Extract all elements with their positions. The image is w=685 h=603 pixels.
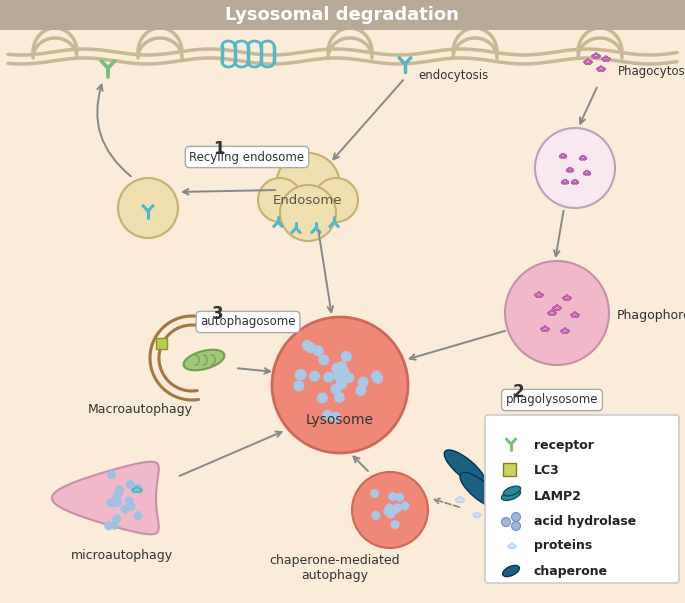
Ellipse shape [445,450,486,486]
Circle shape [343,372,354,383]
FancyBboxPatch shape [0,0,685,30]
Text: Phagocytosis: Phagocytosis [618,66,685,78]
Circle shape [336,361,347,372]
Circle shape [280,185,336,241]
Circle shape [296,369,307,380]
Circle shape [356,385,366,396]
Circle shape [338,365,349,376]
Text: proteins: proteins [534,540,593,552]
Circle shape [106,498,115,507]
Circle shape [134,511,142,520]
Circle shape [390,520,399,529]
Text: Lysosomal degradation: Lysosomal degradation [225,6,459,24]
FancyBboxPatch shape [485,415,679,583]
Circle shape [393,504,402,513]
Circle shape [535,128,615,208]
Text: LC3: LC3 [534,464,560,478]
Circle shape [258,178,302,222]
Circle shape [386,505,395,514]
Text: 2: 2 [512,383,524,401]
Circle shape [401,502,410,511]
Ellipse shape [503,566,519,576]
Circle shape [370,489,379,498]
FancyBboxPatch shape [503,463,516,476]
Circle shape [395,493,404,502]
Text: Recyling endosome: Recyling endosome [190,151,305,163]
Circle shape [386,510,395,519]
Ellipse shape [460,473,500,508]
Text: LAMP2: LAMP2 [534,490,582,502]
Circle shape [127,502,136,511]
Circle shape [104,521,113,530]
Circle shape [332,363,342,374]
Circle shape [352,472,428,548]
Ellipse shape [503,486,521,496]
Circle shape [371,370,382,382]
Ellipse shape [501,490,521,500]
Circle shape [372,373,383,384]
Circle shape [385,504,394,513]
Circle shape [323,371,334,383]
Circle shape [110,521,119,530]
Circle shape [334,392,345,403]
Circle shape [306,343,316,353]
Circle shape [112,491,121,500]
Circle shape [110,499,119,508]
Circle shape [295,370,306,380]
Text: Endosome: Endosome [273,194,342,206]
Text: receptor: receptor [534,440,594,452]
Circle shape [293,380,304,391]
Text: acid hydrolase: acid hydrolase [534,514,636,528]
Circle shape [340,351,352,362]
Text: chaperone: chaperone [534,564,608,578]
Text: phagolysosome: phagolysosome [506,394,598,406]
FancyBboxPatch shape [156,338,168,349]
Circle shape [334,371,345,383]
Circle shape [371,511,380,520]
Circle shape [314,178,358,222]
Circle shape [302,340,313,351]
Text: chaperone-mediated
autophagy: chaperone-mediated autophagy [270,554,400,582]
Circle shape [107,470,116,479]
Circle shape [512,513,521,522]
Text: Lysosome: Lysosome [306,413,374,427]
Circle shape [322,409,333,421]
Circle shape [113,498,122,507]
Circle shape [333,370,344,381]
Text: endocytosis: endocytosis [418,69,488,81]
Text: microautophagy: microautophagy [71,549,173,563]
Circle shape [309,371,320,382]
Ellipse shape [184,350,225,370]
Text: 1: 1 [213,140,225,158]
Circle shape [388,492,397,501]
Circle shape [272,317,408,453]
Circle shape [112,514,121,523]
Text: Phagophore: Phagophore [617,309,685,321]
Circle shape [512,522,521,531]
Circle shape [125,496,134,505]
Circle shape [330,412,341,423]
Circle shape [383,507,393,516]
Circle shape [501,517,510,526]
Circle shape [390,505,399,514]
Circle shape [505,261,609,365]
Circle shape [134,484,142,493]
Circle shape [276,153,340,217]
Circle shape [118,178,178,238]
Text: autophagosome: autophagosome [200,315,296,329]
Circle shape [313,346,324,356]
Polygon shape [52,462,159,534]
Circle shape [115,485,124,494]
Circle shape [319,355,329,365]
Circle shape [114,488,123,497]
Text: Macroautophagy: Macroautophagy [88,403,192,417]
Circle shape [126,480,135,489]
Text: 3: 3 [212,305,224,323]
Circle shape [358,377,369,388]
Circle shape [330,384,341,394]
Circle shape [121,505,129,514]
Circle shape [336,379,347,390]
Circle shape [317,393,328,403]
